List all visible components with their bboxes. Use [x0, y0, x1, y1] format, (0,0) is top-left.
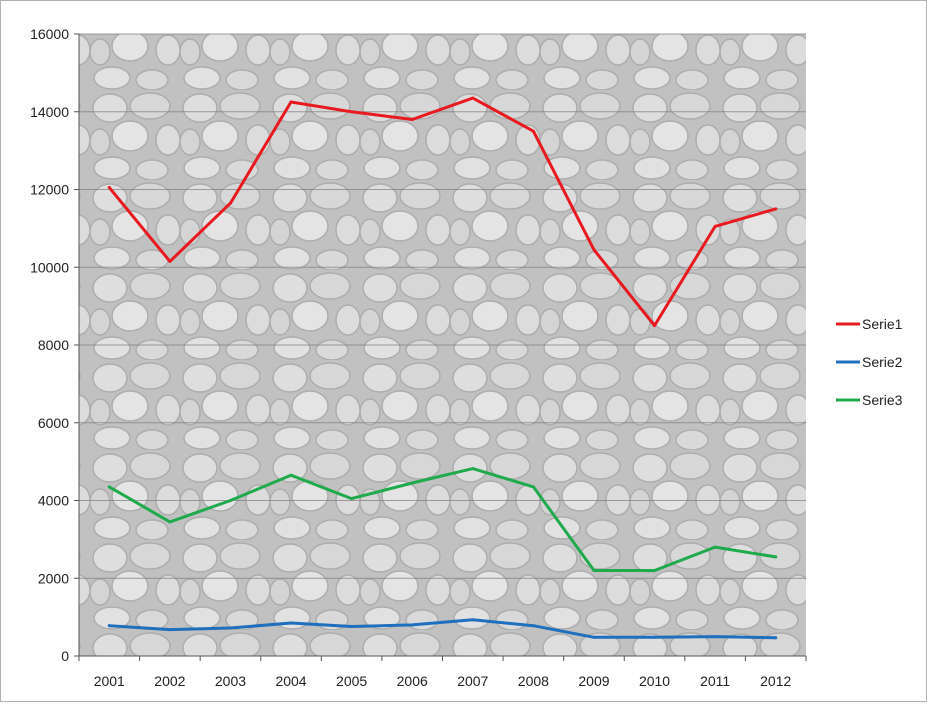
series-2-point-7 — [531, 624, 535, 628]
series-2-point-9 — [653, 635, 657, 639]
series-lines — [107, 96, 778, 640]
y-tick-label-8: 16000 — [30, 26, 69, 42]
series-3-point-8 — [592, 568, 596, 572]
series-1-point-9 — [653, 324, 657, 328]
series-3-point-0 — [107, 485, 111, 489]
tick-labels: 0 2000 4000 6000 8000 10000 12000 14000 16000 200… — [30, 26, 807, 689]
series-3-point-7 — [531, 485, 535, 489]
series-1-point-8 — [592, 248, 596, 252]
legend-label-1: Serie1 — [862, 316, 903, 332]
series-1-point-3 — [289, 100, 293, 104]
x-tick-label-5: 2006 — [397, 673, 428, 689]
series-2-point-8 — [592, 635, 596, 639]
series-1-point-2 — [228, 201, 232, 205]
series-3-point-3 — [289, 473, 293, 477]
x-tick-label-1: 2002 — [154, 673, 185, 689]
legend-label-3: Serie3 — [862, 392, 903, 408]
x-tick-label-0: 2001 — [94, 673, 125, 689]
series-1-point-5 — [410, 118, 414, 122]
y-tick-label-4: 8000 — [38, 337, 69, 353]
legend: Serie1 Serie2 Serie3 — [836, 316, 903, 408]
series-2-point-5 — [410, 623, 414, 627]
y-tick-label-6: 12000 — [30, 182, 69, 198]
series-1-point-7 — [531, 129, 535, 133]
x-tick-label-4: 2005 — [336, 673, 367, 689]
x-tick-label-8: 2009 — [578, 673, 609, 689]
y-tick-label-0: 0 — [61, 648, 69, 664]
series-3-point-6 — [471, 467, 475, 471]
x-tick-label-11: 2012 — [760, 673, 791, 689]
series-2-point-6 — [471, 618, 475, 622]
x-tick-label-7: 2008 — [518, 673, 549, 689]
series-1-point-4 — [350, 110, 354, 114]
series-1-point-11 — [774, 207, 778, 211]
series-1-point-1 — [168, 259, 172, 263]
series-2-point-3 — [289, 621, 293, 625]
series-2-point-0 — [107, 624, 111, 628]
series-3-point-11 — [774, 555, 778, 559]
series-2-point-10 — [713, 635, 717, 639]
series-1-point-0 — [107, 186, 111, 190]
legend-label-2: Serie2 — [862, 354, 903, 370]
x-tick-label-9: 2010 — [639, 673, 670, 689]
series-2-point-4 — [350, 624, 354, 628]
y-tick-label-2: 4000 — [38, 493, 69, 509]
series-2-point-1 — [168, 628, 172, 632]
series-1-point-6 — [471, 96, 475, 100]
series-2-point-11 — [774, 636, 778, 640]
x-tick-label-10: 2011 — [700, 673, 730, 689]
series-line-1 — [107, 96, 778, 328]
series-line-2 — [107, 618, 778, 640]
y-tick-label-5: 10000 — [30, 259, 69, 275]
series-3-point-1 — [168, 520, 172, 524]
series-line-3 — [107, 467, 778, 572]
series-3-point-10 — [713, 545, 717, 549]
series-3-point-5 — [410, 481, 414, 485]
series-1-point-10 — [713, 224, 717, 228]
series-3-point-2 — [228, 499, 232, 502]
x-tick-label-6: 2007 — [457, 673, 488, 689]
series-3-point-9 — [653, 568, 657, 572]
series-3-point-4 — [350, 497, 354, 501]
x-tick-label-3: 2004 — [275, 673, 306, 689]
y-tick-label-1: 2000 — [38, 570, 69, 586]
series-2-point-2 — [228, 626, 232, 630]
y-tick-label-3: 6000 — [38, 415, 69, 431]
x-tick-label-2: 2003 — [215, 673, 246, 689]
y-tick-label-7: 14000 — [30, 104, 69, 120]
